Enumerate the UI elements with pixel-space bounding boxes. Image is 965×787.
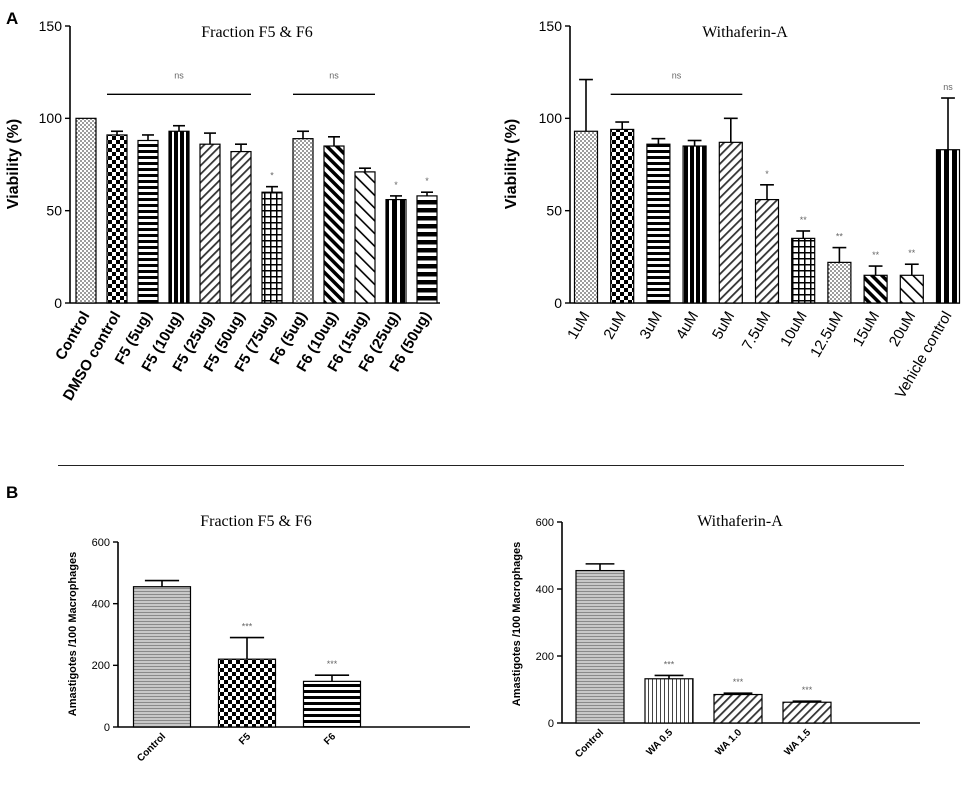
category-label: 15uM [850, 309, 883, 350]
category-label: 10uM [777, 309, 810, 350]
significance-mark: ns [943, 82, 953, 92]
y-tick-label: 50 [546, 203, 562, 219]
y-tick-label: 100 [539, 110, 563, 126]
panel-label-a: A [6, 9, 19, 28]
y-tick-label: 400 [536, 584, 554, 596]
bar [132, 586, 192, 728]
panel-divider [58, 465, 904, 466]
y-axis-label: Amastigotes /100 Macrophages [67, 552, 79, 716]
y-tick-label: 200 [92, 660, 110, 672]
y-tick-label: 0 [554, 295, 562, 311]
significance-mark: ** [800, 215, 808, 225]
bracket-label: ns [174, 70, 184, 80]
category-label: 2uM [600, 309, 629, 343]
panel-label-b: B [6, 483, 19, 502]
significance-mark: *** [733, 677, 744, 687]
category-label: 1uM [564, 309, 593, 343]
chart-3: Fraction F5 & F6 Amastigotes /100 Macroph… [67, 513, 470, 764]
significance-mark: ** [836, 232, 844, 242]
significance-mark: * [270, 171, 274, 181]
y-tick-label: 0 [104, 722, 110, 734]
y-tick-label: 600 [536, 517, 554, 529]
y-tick-label: 100 [39, 110, 63, 126]
y-tick-label: 0 [548, 718, 554, 730]
category-label: WA 0.5 [644, 727, 675, 758]
bar [791, 237, 816, 304]
bar [354, 171, 376, 304]
y-tick-label: 400 [92, 599, 110, 611]
significance-mark: *** [802, 685, 813, 695]
chart-2: Withaferin-A Viability (%) 0 50 100 150 1uM 2uM… [503, 18, 961, 401]
significance-mark: * [425, 176, 429, 186]
bar [302, 680, 362, 728]
significance-mark: * [394, 180, 398, 190]
chart-title: Fraction F5 & F6 [201, 24, 313, 41]
category-label: 5uM [709, 309, 738, 343]
significance-mark: ** [872, 250, 880, 260]
category-label: 20uM [886, 309, 919, 350]
bar [644, 678, 694, 724]
category-label: F6 [322, 731, 338, 747]
category-label: F5 [237, 731, 253, 747]
bar [935, 149, 961, 304]
y-tick-label: 600 [92, 537, 110, 549]
chart-title: Withaferin-A [702, 24, 788, 41]
chart-title: Withaferin-A [697, 513, 783, 530]
bar [230, 150, 252, 304]
bar [199, 143, 221, 304]
bar [416, 195, 438, 304]
category-label: WA 1.0 [713, 727, 744, 758]
bar [863, 274, 888, 304]
significance-mark: *** [664, 659, 675, 669]
bar [827, 261, 852, 304]
y-axis-label: Amastigotes /100 Macrophages [511, 542, 523, 706]
bar [575, 569, 625, 724]
category-label: 4uM [673, 309, 702, 343]
y-tick-label: 150 [39, 18, 63, 34]
category-label: WA 1.5 [782, 727, 813, 758]
y-tick-label: 50 [46, 203, 62, 219]
significance-mark: *** [327, 659, 338, 669]
y-axis-label: Viability (%) [5, 119, 22, 209]
bar [754, 198, 780, 304]
bar [323, 145, 345, 304]
significance-mark: * [765, 169, 769, 179]
y-tick-label: 0 [54, 295, 62, 311]
bar [682, 145, 707, 304]
category-label: Control [573, 727, 606, 760]
significance-mark: *** [242, 622, 253, 632]
bracket-label: ns [672, 70, 682, 80]
bar [261, 191, 283, 304]
y-tick-label: 150 [539, 18, 563, 34]
bar [75, 117, 97, 304]
chart-4: Withaferin-A Amastigotes /100 Macrophages… [511, 513, 920, 760]
bracket-label: ns [329, 70, 339, 80]
bar [168, 130, 190, 304]
y-tick-label: 200 [536, 651, 554, 663]
significance-mark: ** [908, 248, 916, 258]
category-label: 12.5uM [807, 309, 847, 361]
chart-title: Fraction F5 & F6 [200, 513, 312, 530]
y-axis-label: Viability (%) [503, 119, 520, 209]
bar [646, 143, 671, 304]
bar [718, 141, 743, 304]
bar [385, 198, 407, 304]
bar [106, 134, 128, 304]
category-label: 3uM [637, 309, 666, 343]
bar [782, 701, 832, 724]
bar [713, 693, 763, 724]
bar [899, 274, 924, 304]
bar [217, 658, 277, 728]
bar [573, 130, 599, 304]
bar [137, 139, 159, 304]
bar [610, 128, 635, 304]
bar [292, 138, 314, 304]
category-label: 7.5uM [739, 309, 775, 354]
category-label: Control [135, 731, 168, 764]
